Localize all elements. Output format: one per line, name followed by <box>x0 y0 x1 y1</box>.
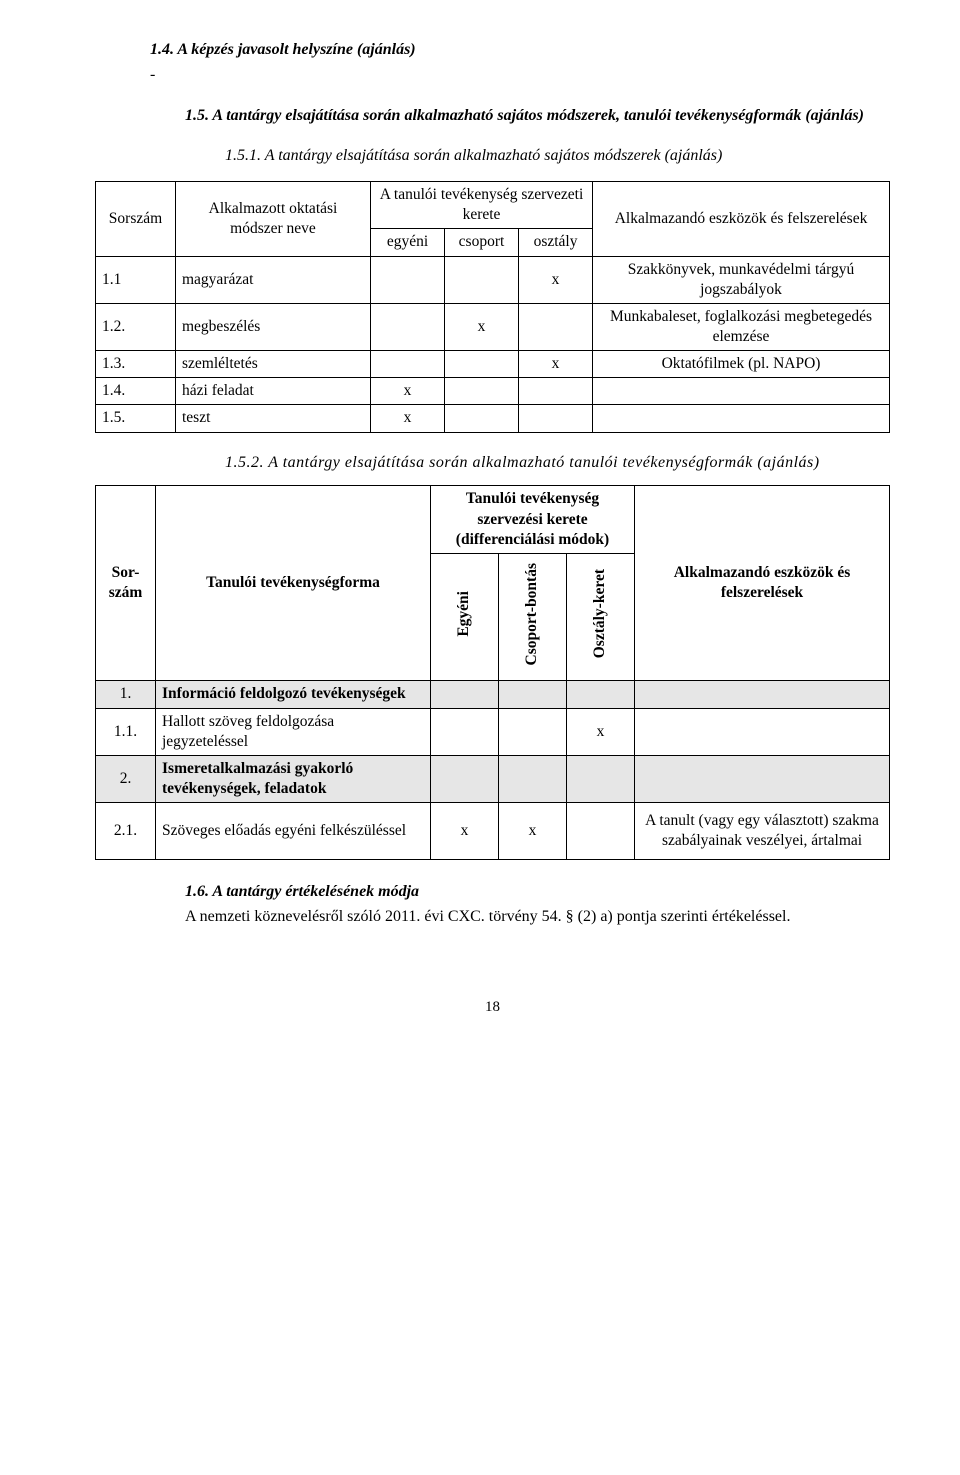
cell-t <box>635 708 890 755</box>
col-osztaly: osztály <box>519 229 593 256</box>
col-egyeni: egyéni <box>371 229 445 256</box>
heading-1-5: 1.5. A tantárgy elsajátítása során alkal… <box>185 106 890 127</box>
cell-o <box>519 405 593 432</box>
table-row: 1.5. teszt x <box>96 405 890 432</box>
cell-name: Hallott szöveg feldolgozása jegyzeteléss… <box>156 708 431 755</box>
cell-o <box>567 681 635 708</box>
heading-1-5-2: 1.5.2. A tantárgy elsajátítása során alk… <box>225 453 890 474</box>
cell-e: x <box>371 378 445 405</box>
cell-c: x <box>445 303 519 350</box>
cell-o <box>519 303 593 350</box>
cell-n: 1. <box>96 681 156 708</box>
table-row: 1. Információ feldolgozó tevékenységek <box>96 681 890 708</box>
cell-o: x <box>519 351 593 378</box>
page-number: 18 <box>95 998 890 1018</box>
cell-t <box>635 681 890 708</box>
col-form: Tanulói tevékenységforma <box>156 486 431 681</box>
cell-t <box>635 755 890 802</box>
cell-c <box>445 351 519 378</box>
col-sorszam: Sor-szám <box>96 486 156 681</box>
cell-t: Szakkönyvek, munkavédelmi tárgyú jogszab… <box>593 256 890 303</box>
table-row: 1.1 magyarázat x Szakkönyvek, munkavédel… <box>96 256 890 303</box>
cell-name: Szöveges előadás egyéni felkészüléssel <box>156 803 431 860</box>
table-row: 1.2. megbeszélés x Munkabaleset, foglalk… <box>96 303 890 350</box>
cell-t: Munkabaleset, foglalkozási megbetegedés … <box>593 303 890 350</box>
cell-n: 1.1 <box>96 256 176 303</box>
cell-name: szemléltetés <box>176 351 371 378</box>
col-csoport: Csoport-bontás <box>499 553 567 681</box>
col-kerete: A tanulói tevékenység szervezeti kerete <box>371 182 593 229</box>
col-tools: Alkalmazandó eszközök és felszerelések <box>635 486 890 681</box>
paragraph-1-6: A nemzeti köznevelésről szóló 2011. évi … <box>185 907 890 928</box>
cell-c: x <box>499 803 567 860</box>
cell-n: 1.5. <box>96 405 176 432</box>
cell-name: Ismeretalkalmazási gyakorló tevékenysége… <box>156 755 431 802</box>
cell-t: Oktatófilmek (pl. NAPO) <box>593 351 890 378</box>
cell-e <box>431 755 499 802</box>
cell-e <box>431 708 499 755</box>
cell-name: megbeszélés <box>176 303 371 350</box>
cell-o <box>519 378 593 405</box>
cell-n: 2. <box>96 755 156 802</box>
table-row: 1.3. szemléltetés x Oktatófilmek (pl. NA… <box>96 351 890 378</box>
table-row: 1.4. házi feladat x <box>96 378 890 405</box>
col-egyeni: Egyéni <box>431 553 499 681</box>
cell-n: 1.3. <box>96 351 176 378</box>
cell-n: 1.1. <box>96 708 156 755</box>
table-methods: Sorszám Alkalmazott oktatási módszer nev… <box>95 181 890 432</box>
heading-1-5-1: 1.5.1. A tantárgy elsajátítása során alk… <box>225 146 890 167</box>
vert-label: Csoport-bontás <box>522 557 542 671</box>
cell-c <box>445 378 519 405</box>
table-row: Sor-szám Tanulói tevékenységforma Tanuló… <box>96 486 890 553</box>
dash: - <box>150 65 890 86</box>
cell-t <box>593 378 890 405</box>
cell-o <box>567 755 635 802</box>
cell-e <box>371 303 445 350</box>
cell-c <box>445 405 519 432</box>
cell-name: magyarázat <box>176 256 371 303</box>
cell-c <box>499 708 567 755</box>
cell-name: házi feladat <box>176 378 371 405</box>
vert-label: Egyéni <box>454 585 474 643</box>
cell-n: 2.1. <box>96 803 156 860</box>
cell-e <box>431 681 499 708</box>
cell-t <box>593 405 890 432</box>
col-osztaly: Osztály-keret <box>567 553 635 681</box>
cell-n: 1.4. <box>96 378 176 405</box>
cell-c <box>445 256 519 303</box>
col-tools: Alkalmazandó eszközök és felszerelések <box>593 182 890 256</box>
cell-e <box>371 351 445 378</box>
cell-name: teszt <box>176 405 371 432</box>
cell-n: 1.2. <box>96 303 176 350</box>
cell-e <box>371 256 445 303</box>
cell-e: x <box>371 405 445 432</box>
cell-c <box>499 681 567 708</box>
table-row: 2. Ismeretalkalmazási gyakorló tevékenys… <box>96 755 890 802</box>
table-row: 1.1. Hallott szöveg feldolgozása jegyzet… <box>96 708 890 755</box>
table-row: 2.1. Szöveges előadás egyéni felkészülés… <box>96 803 890 860</box>
col-kerete: Tanulói tevékenység szervezési kerete (d… <box>431 486 635 553</box>
col-method: Alkalmazott oktatási módszer neve <box>176 182 371 256</box>
col-csoport: csoport <box>445 229 519 256</box>
cell-name: Információ feldolgozó tevékenységek <box>156 681 431 708</box>
vert-label: Osztály-keret <box>590 563 610 664</box>
cell-o: x <box>567 708 635 755</box>
cell-c <box>499 755 567 802</box>
col-sorszam: Sorszám <box>96 182 176 256</box>
cell-e: x <box>431 803 499 860</box>
cell-o <box>567 803 635 860</box>
cell-t: A tanult (vagy egy választott) szakma sz… <box>635 803 890 860</box>
table-activities: Sor-szám Tanulói tevékenységforma Tanuló… <box>95 485 890 860</box>
heading-1-4: 1.4. A képzés javasolt helyszíne (ajánlá… <box>150 40 890 61</box>
table-row: Sorszám Alkalmazott oktatási módszer nev… <box>96 182 890 229</box>
heading-1-6: 1.6. A tantárgy értékelésének módja <box>185 882 890 903</box>
cell-o: x <box>519 256 593 303</box>
